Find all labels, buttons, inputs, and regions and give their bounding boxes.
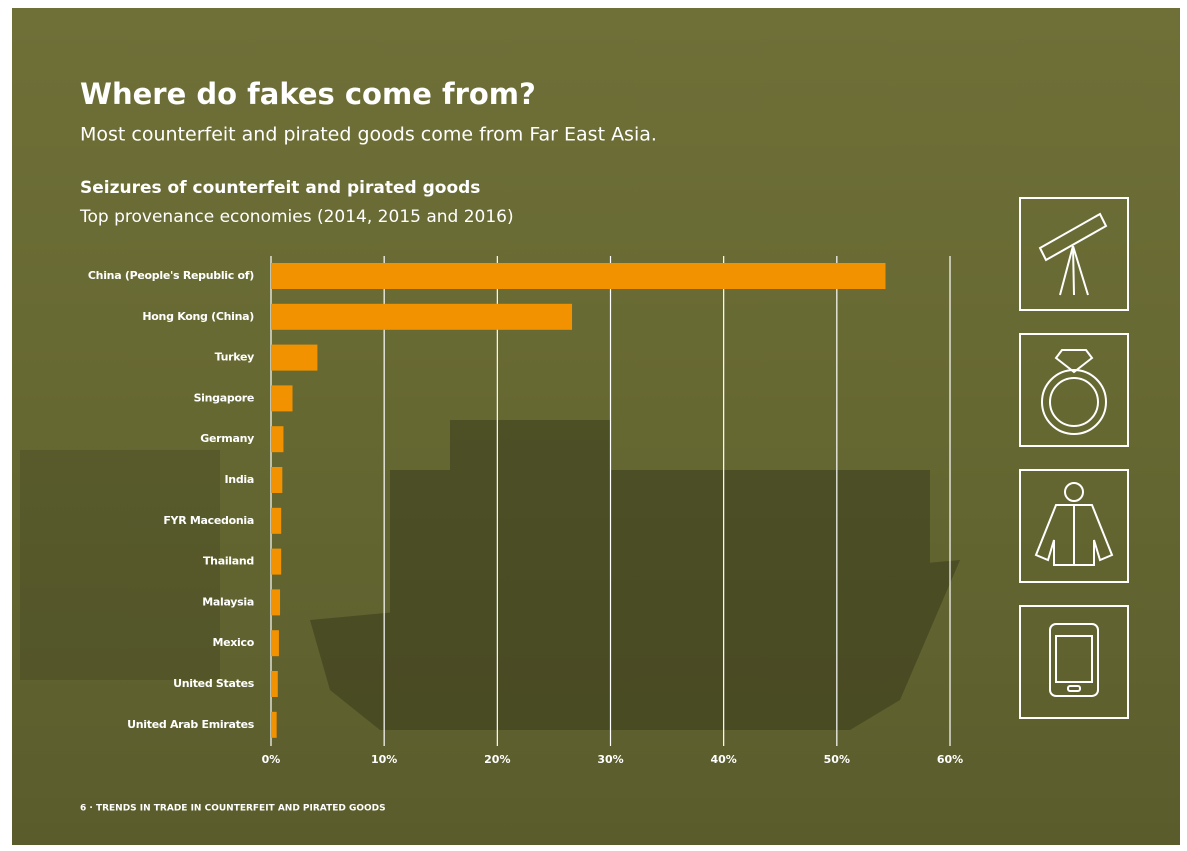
y-tick-label: Hong Kong (China) bbox=[142, 310, 254, 323]
footer: 6 · TRENDS IN TRADE IN COUNTERFEIT AND P… bbox=[80, 804, 386, 814]
chart-title: Seizures of counterfeit and pirated good… bbox=[80, 178, 480, 198]
y-tick-label: Malaysia bbox=[202, 595, 254, 608]
bar bbox=[271, 630, 279, 657]
x-tick-label: 10% bbox=[371, 753, 397, 766]
telescope-icon bbox=[1038, 212, 1108, 296]
phone-icon bbox=[1049, 623, 1099, 697]
x-tick-label: 0% bbox=[262, 753, 281, 766]
bar bbox=[271, 467, 283, 493]
y-tick-label: India bbox=[225, 473, 255, 486]
bar bbox=[271, 671, 278, 697]
ring-icon bbox=[1041, 349, 1107, 435]
y-tick-label: Mexico bbox=[212, 636, 254, 649]
page-subtitle: Most counterfeit and pirated goods come … bbox=[80, 124, 657, 146]
y-tick-label: Singapore bbox=[194, 391, 254, 404]
icon-box bbox=[1019, 469, 1129, 583]
bar bbox=[271, 385, 293, 412]
x-tick-label: 40% bbox=[710, 753, 736, 766]
y-tick-label: China (People's Republic of) bbox=[88, 269, 254, 282]
icons bbox=[1019, 197, 1129, 719]
bar bbox=[271, 548, 282, 575]
y-tick-label: FYR Macedonia bbox=[163, 514, 254, 527]
y-tick-label: United Arab Emirates bbox=[127, 718, 255, 731]
ship-silhouette bbox=[20, 420, 960, 730]
y-tick-label: United States bbox=[173, 677, 255, 690]
icon-box bbox=[1019, 605, 1129, 719]
y-tick-label: Germany bbox=[200, 432, 254, 445]
page-title: Where do fakes come from? bbox=[80, 77, 536, 111]
x-tick-label: 60% bbox=[937, 753, 963, 766]
bar bbox=[271, 263, 886, 289]
bar bbox=[271, 589, 281, 616]
x-tick-label: 20% bbox=[484, 753, 510, 766]
chart-subtitle: Top provenance economies (2014, 2015 and… bbox=[79, 207, 514, 227]
bar bbox=[271, 507, 282, 534]
x-tick-label: 50% bbox=[824, 753, 850, 766]
bar bbox=[271, 344, 318, 371]
y-tick-label: Turkey bbox=[215, 351, 255, 364]
icon-box bbox=[1019, 333, 1129, 447]
icon-box bbox=[1019, 197, 1129, 311]
bar bbox=[271, 426, 284, 453]
jacket-icon bbox=[1034, 482, 1114, 566]
y-tick-label: Thailand bbox=[203, 555, 254, 568]
x-tick-label: 30% bbox=[597, 753, 623, 766]
bar bbox=[271, 711, 277, 738]
bar bbox=[271, 303, 573, 330]
